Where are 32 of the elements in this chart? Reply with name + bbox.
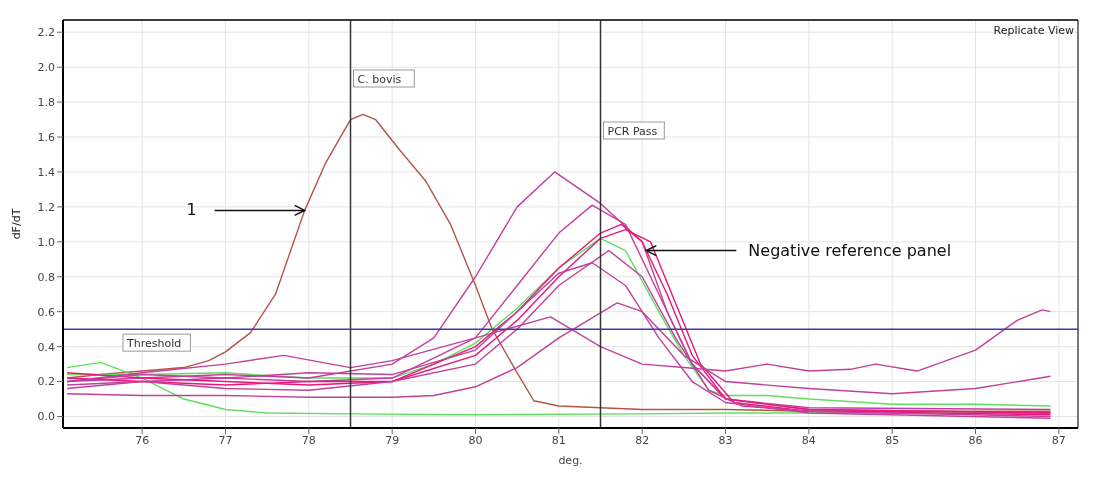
y-tick-label: 0.2 xyxy=(37,375,55,389)
x-tick-label: 77 xyxy=(218,433,233,447)
y-tick-label: 1.6 xyxy=(37,130,55,144)
x-tick-label: 76 xyxy=(135,433,150,447)
y-tick-label: 0.8 xyxy=(37,270,55,284)
ref-line-label: C. bovis xyxy=(357,73,402,86)
x-tick-label: 86 xyxy=(968,433,983,447)
y-tick-label: 1.0 xyxy=(37,235,55,249)
y-tick-label: 1.8 xyxy=(37,95,55,109)
x-tick-label: 80 xyxy=(468,433,483,447)
annotation: 1 xyxy=(186,200,197,220)
annotation: Negative reference panel xyxy=(748,240,952,260)
x-tick-label: 82 xyxy=(635,433,650,447)
y-tick-label: 2.2 xyxy=(37,26,55,40)
x-axis-title: deg. xyxy=(558,454,583,467)
x-tick-label: 83 xyxy=(718,433,733,447)
x-tick-label: 87 xyxy=(1051,433,1066,447)
y-tick-label: 0.6 xyxy=(37,305,55,319)
x-tick-label: 78 xyxy=(301,433,316,447)
x-tick-label: 81 xyxy=(551,433,566,447)
y-tick-label: 0.4 xyxy=(37,340,55,354)
y-tick-label: 2.0 xyxy=(37,61,55,75)
x-tick-label: 79 xyxy=(385,433,400,447)
y-axis-title: dF/dT xyxy=(9,208,23,240)
y-tick-label: 1.4 xyxy=(37,165,55,179)
y-tick-label: 0.0 xyxy=(37,410,55,424)
x-tick-label: 85 xyxy=(885,433,900,447)
y-tick-label: 1.2 xyxy=(37,200,55,214)
annotation: Replicate View xyxy=(993,24,1074,37)
ref-line-label: Threshold xyxy=(126,337,182,351)
x-tick-label: 84 xyxy=(801,433,816,447)
ref-line-label: PCR Pass xyxy=(607,125,658,138)
